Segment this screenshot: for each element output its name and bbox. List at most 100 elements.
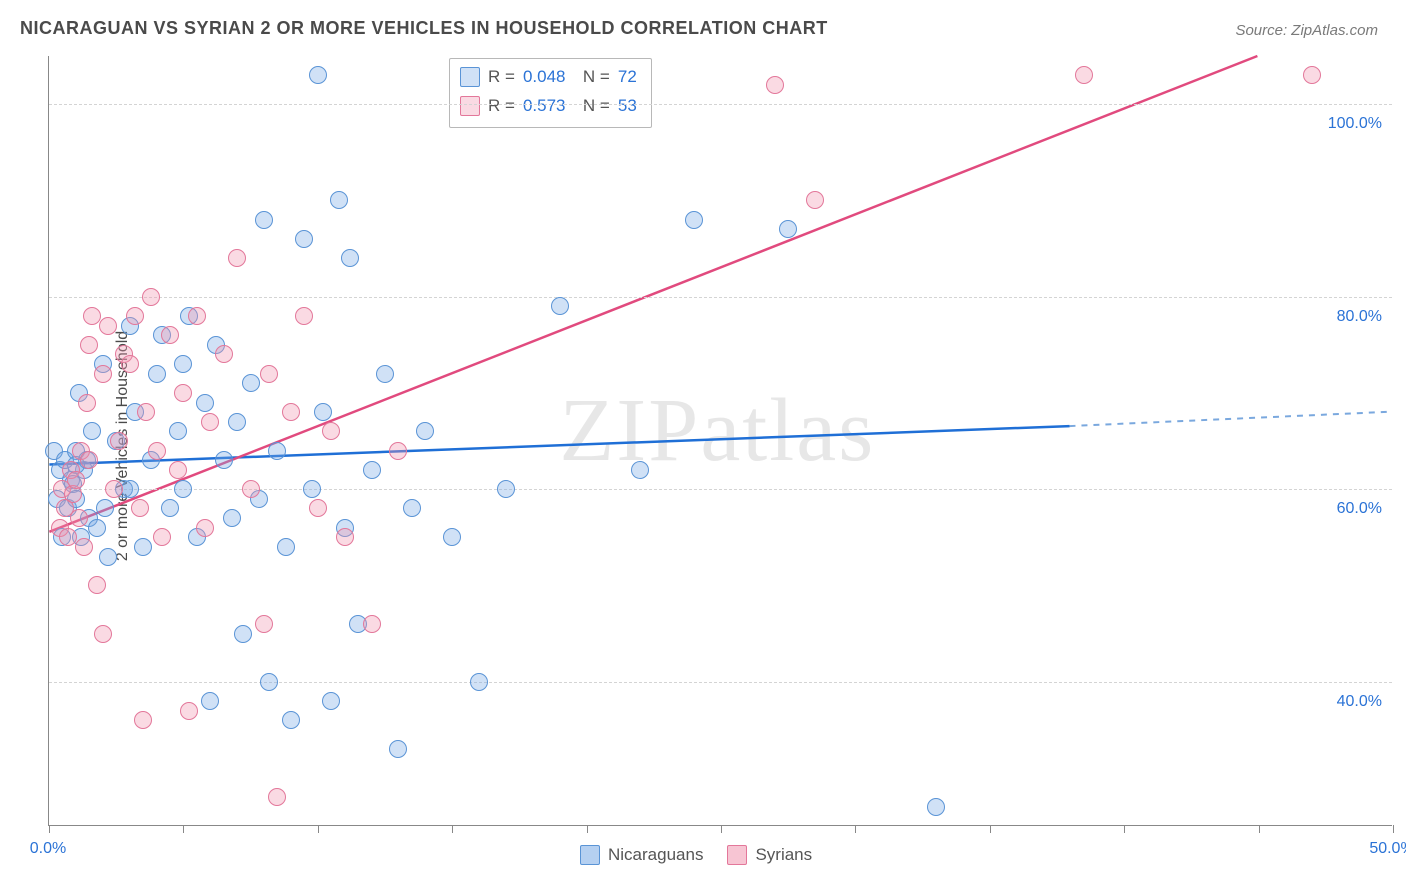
data-point	[295, 230, 313, 248]
data-point	[255, 615, 273, 633]
legend-n-label: N =	[573, 63, 609, 92]
legend-r-label: R =	[488, 63, 515, 92]
scatter-plot: ZIPatlas R = 0.048 N = 72R = 0.573 N = 5…	[48, 56, 1392, 826]
data-point	[215, 345, 233, 363]
data-point	[260, 365, 278, 383]
data-point	[196, 394, 214, 412]
data-point	[685, 211, 703, 229]
y-tick-label: 100.0%	[1328, 115, 1382, 133]
data-point	[148, 442, 166, 460]
data-point	[110, 432, 128, 450]
data-point	[80, 336, 98, 354]
legend-item: Nicaraguans	[580, 845, 703, 865]
data-point	[806, 191, 824, 209]
source-label: Source: ZipAtlas.com	[1235, 22, 1378, 39]
data-point	[631, 461, 649, 479]
data-point	[201, 692, 219, 710]
data-point	[363, 615, 381, 633]
data-point	[223, 509, 241, 527]
data-point	[134, 711, 152, 729]
legend-label: Nicaraguans	[608, 845, 703, 865]
data-point	[322, 422, 340, 440]
data-point	[443, 528, 461, 546]
data-point	[322, 692, 340, 710]
data-point	[88, 519, 106, 537]
data-point	[67, 471, 85, 489]
x-tick	[318, 825, 319, 833]
data-point	[255, 211, 273, 229]
legend-swatch	[727, 845, 747, 865]
data-point	[142, 288, 160, 306]
data-point	[70, 509, 88, 527]
data-point	[260, 673, 278, 691]
data-point	[94, 625, 112, 643]
data-point	[416, 422, 434, 440]
y-tick-label: 60.0%	[1337, 500, 1382, 518]
data-point	[174, 480, 192, 498]
data-point	[121, 480, 139, 498]
x-tick	[587, 825, 588, 833]
data-point	[169, 422, 187, 440]
data-point	[161, 499, 179, 517]
data-point	[341, 249, 359, 267]
y-tick-label: 80.0%	[1337, 308, 1382, 326]
legend-label: Syrians	[755, 845, 812, 865]
x-tick	[452, 825, 453, 833]
data-point	[88, 576, 106, 594]
legend-swatch	[460, 96, 480, 116]
x-tick	[183, 825, 184, 833]
data-point	[295, 307, 313, 325]
legend-item: Syrians	[727, 845, 812, 865]
data-point	[389, 442, 407, 460]
data-point	[83, 307, 101, 325]
x-tick	[1393, 825, 1394, 833]
data-point	[148, 365, 166, 383]
data-point	[188, 307, 206, 325]
gridline	[49, 682, 1392, 683]
data-point	[80, 451, 98, 469]
data-point	[83, 422, 101, 440]
data-point	[376, 365, 394, 383]
legend-row: R = 0.573 N = 53	[460, 92, 637, 121]
data-point	[174, 384, 192, 402]
data-point	[314, 403, 332, 421]
data-point	[121, 355, 139, 373]
data-point	[196, 519, 214, 537]
legend-swatch	[580, 845, 600, 865]
data-point	[303, 480, 321, 498]
x-tick	[855, 825, 856, 833]
data-point	[336, 528, 354, 546]
data-point	[242, 374, 260, 392]
data-point	[389, 740, 407, 758]
legend-r-value: 0.573	[523, 92, 566, 121]
data-point	[309, 499, 327, 517]
x-tick	[1259, 825, 1260, 833]
data-point	[59, 528, 77, 546]
data-point	[96, 499, 114, 517]
data-point	[99, 548, 117, 566]
x-tick	[721, 825, 722, 833]
correlation-legend: R = 0.048 N = 72R = 0.573 N = 53	[449, 58, 652, 128]
data-point	[94, 365, 112, 383]
legend-swatch	[460, 67, 480, 87]
data-point	[134, 538, 152, 556]
gridline	[49, 104, 1392, 105]
x-tick	[49, 825, 50, 833]
data-point	[201, 413, 219, 431]
data-point	[470, 673, 488, 691]
x-tick-label: 0.0%	[30, 840, 66, 858]
data-point	[228, 413, 246, 431]
data-point	[78, 394, 96, 412]
legend-n-label: N =	[573, 92, 609, 121]
legend-n-value: 72	[618, 63, 637, 92]
data-point	[268, 442, 286, 460]
series-legend: Nicaraguans Syrians	[580, 845, 812, 865]
data-point	[105, 480, 123, 498]
data-point	[330, 191, 348, 209]
data-point	[215, 451, 233, 469]
legend-n-value: 53	[618, 92, 637, 121]
data-point	[174, 355, 192, 373]
data-point	[277, 538, 295, 556]
data-point	[228, 249, 246, 267]
data-point	[282, 711, 300, 729]
